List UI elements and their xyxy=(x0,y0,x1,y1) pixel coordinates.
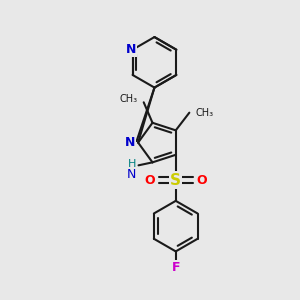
Text: H: H xyxy=(128,159,136,169)
Text: N: N xyxy=(124,136,135,149)
Text: F: F xyxy=(172,261,180,274)
Text: CH₃: CH₃ xyxy=(120,94,138,104)
Text: O: O xyxy=(144,174,155,187)
Text: O: O xyxy=(196,174,207,187)
Text: S: S xyxy=(170,172,181,188)
Text: N: N xyxy=(127,168,136,181)
Text: N: N xyxy=(126,43,136,56)
Text: CH₃: CH₃ xyxy=(195,108,213,118)
